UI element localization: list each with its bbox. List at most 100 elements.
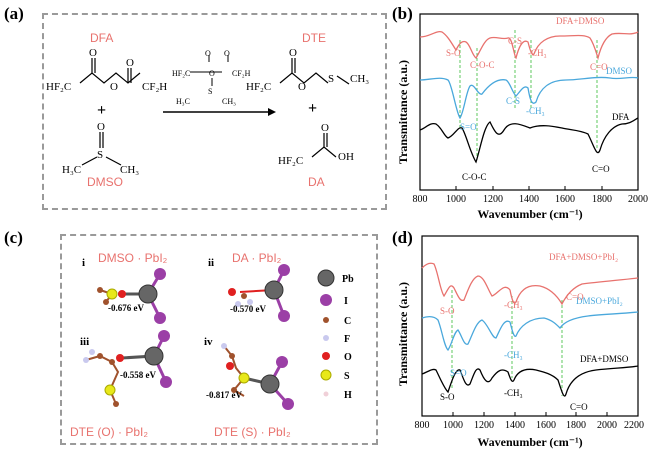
dte-left: HF₂C	[246, 81, 271, 93]
legend-pb: Pb	[342, 274, 354, 285]
d-xlabel: Wavenumber (cm⁻¹)	[477, 435, 582, 449]
d-tick-1800: 1800	[566, 420, 586, 431]
dfa-o3: O	[110, 81, 118, 93]
d-ylabel: Transmittance (a.u.)	[396, 282, 410, 386]
d-ann-blue-so: S=O	[450, 368, 467, 378]
d-tick-800: 800	[415, 420, 430, 431]
panel-label-d: (d)	[392, 228, 413, 247]
da-right: OH	[338, 151, 354, 163]
int-top-right: CF₂H	[232, 69, 251, 78]
b-legend-dmso: DMSO	[606, 66, 633, 76]
c-title-i: DMSO · PbI₂	[98, 251, 168, 265]
dmso-left: H₃C	[62, 164, 81, 176]
c-energy-ii: -0.570 eV	[230, 304, 266, 314]
d-plot-frame	[421, 235, 639, 417]
d-legend-dfa-dmso: DFA+DMSO	[580, 354, 629, 364]
d-tick-1600: 1600	[536, 420, 556, 431]
molecule-iv	[221, 343, 294, 410]
panel-label-a: (a)	[4, 4, 24, 23]
dfa-name: DFA	[90, 31, 113, 45]
b-ann-red-coc: C-O-C	[470, 60, 495, 70]
dte-o2: O	[298, 81, 306, 93]
d-ann-black-ch3: -CH₃	[504, 388, 523, 398]
d-series-dfa-dmso	[421, 365, 639, 397]
panel-label-c: (c)	[4, 228, 23, 247]
dmso-name: DMSO	[87, 175, 123, 189]
int-bottom-left: H₃C	[176, 97, 190, 106]
b-tick-1400: 1400	[519, 194, 539, 205]
dfa-right-group: CF₂H	[142, 81, 167, 93]
c-energy-iv: -0.817 eV	[206, 390, 242, 400]
b-ylabel: Transmittance (a.u.)	[396, 60, 410, 164]
c-energy-i: -0.676 eV	[108, 303, 144, 313]
legend-s: S	[344, 371, 350, 382]
plus-right: +	[308, 100, 317, 117]
int-o1: O	[205, 49, 211, 58]
c-num-ii: ii	[208, 257, 214, 269]
b-legend-dfa: DFA	[612, 112, 630, 122]
da-o: O	[321, 122, 329, 134]
int-o2: O	[224, 49, 230, 58]
b-tick-1600: 1600	[555, 194, 575, 205]
d-tick-1000: 1000	[443, 420, 463, 431]
b-ann-red-co: C=O	[590, 62, 608, 72]
int-top-left: HF₂C	[172, 69, 190, 78]
molecule-iii	[83, 330, 172, 407]
d-series-dmso-pbi2	[421, 311, 639, 352]
intermediate-structure	[190, 55, 229, 86]
b-ann-blue-so: S=O	[460, 122, 477, 132]
b-ann-black-coc: C-O-C	[462, 172, 487, 182]
int-o3: O	[209, 69, 215, 78]
b-ann-red-ch3: -CH₃	[528, 48, 547, 58]
b-tick-1200: 1200	[483, 194, 503, 205]
b-tick-800: 800	[413, 194, 428, 205]
d-tick-2200: 2200	[624, 420, 644, 431]
dfa-left-group: HF₂C	[46, 81, 71, 93]
c-energy-iii: -0.558 eV	[120, 370, 156, 380]
atom-legend	[317, 269, 335, 397]
b-ann-red-cs: C-S	[508, 36, 522, 46]
b-series-dfa	[419, 117, 639, 164]
dfa-o1: O	[89, 47, 97, 59]
reaction-arrow-head	[268, 108, 276, 116]
d-series-dfa-dmso-pbi2	[421, 262, 639, 306]
d-ann-black-co: C=O	[570, 402, 588, 412]
b-tick-1800: 1800	[592, 194, 612, 205]
b-ann-blue-ch3: -CH₃	[526, 106, 545, 116]
c-num-iv: iv	[204, 336, 213, 348]
b-ann-blue-cs: C-S	[506, 96, 520, 106]
dte-right: CH₃	[350, 73, 369, 85]
legend-i: I	[344, 296, 348, 307]
legend-c: C	[344, 316, 351, 327]
b-legend-dfa-dmso: DFA+DMSO	[556, 16, 605, 26]
dte-name: DTE	[302, 31, 326, 45]
d-tick-1200: 1200	[474, 420, 494, 431]
dte-structure	[279, 58, 350, 85]
panel-c-frame	[60, 234, 378, 445]
plus-left: +	[97, 102, 106, 119]
int-s: S	[208, 87, 212, 96]
c-title-ii: DA · PbI₂	[232, 251, 282, 265]
dmso-o: O	[97, 121, 105, 133]
b-ticks	[419, 186, 639, 190]
d-ann-red-so: S-O	[440, 306, 455, 316]
dmso-right: CH₃	[120, 164, 139, 176]
da-name: DA	[308, 175, 325, 189]
c-title-iii: DTE (O) · PbI₂	[70, 425, 148, 439]
b-ann-red-so: S-O	[446, 48, 461, 58]
d-tick-1400: 1400	[505, 420, 525, 431]
c-title-iv: DTE (S) · PbI₂	[214, 425, 291, 439]
b-tick-2000: 2000	[628, 194, 648, 205]
c-num-i: i	[82, 257, 85, 269]
d-ann-red-co: C=O	[566, 292, 584, 302]
d-ann-red-ch3: -CH₃	[504, 300, 523, 310]
d-guides	[451, 290, 563, 396]
legend-o: O	[344, 352, 352, 363]
b-ann-black-co: C=O	[592, 164, 610, 174]
d-legend-dmso-pbi2: DMSO+PbI₂	[576, 296, 623, 306]
dfa-structure	[79, 58, 141, 84]
b-series-dfa-dmso	[419, 30, 639, 61]
